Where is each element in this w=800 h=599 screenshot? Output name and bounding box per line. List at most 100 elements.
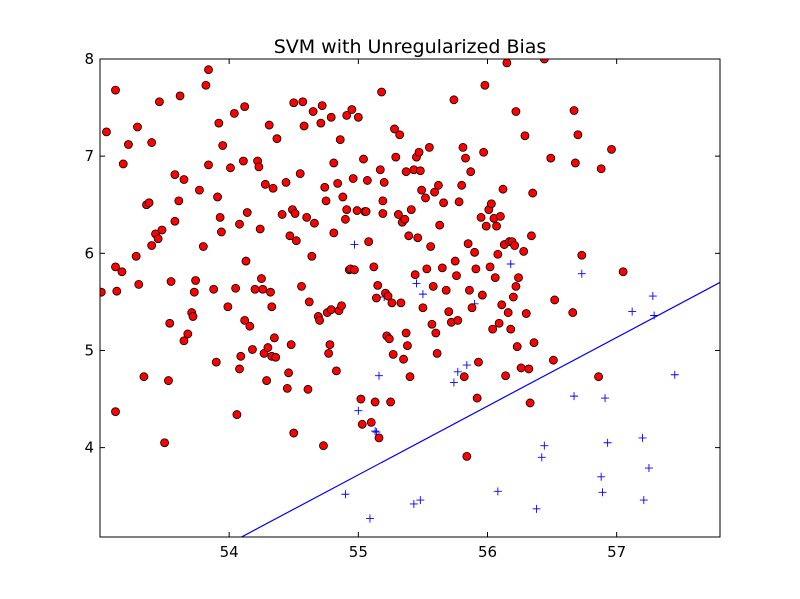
positive-point (189, 287, 199, 297)
negative-point (601, 394, 610, 403)
positive-point (263, 343, 273, 352)
positive-point (462, 451, 472, 461)
positive-point (175, 91, 185, 101)
negative-point (375, 371, 383, 380)
positive-point (524, 364, 534, 374)
positive-point (289, 98, 299, 108)
positive-point (325, 340, 335, 350)
positive-point (458, 143, 468, 152)
positive-point (118, 159, 128, 169)
positive-point (153, 234, 163, 244)
positive-point (369, 262, 379, 272)
positive-point (467, 303, 477, 313)
negative-point (409, 499, 418, 508)
negative-point (670, 370, 679, 379)
plot-area (100, 59, 720, 537)
positive-point (510, 241, 520, 250)
positive-point (298, 97, 308, 107)
positive-point (401, 328, 411, 338)
x-tick-label: 56 (478, 543, 497, 561)
positive-point (147, 241, 157, 250)
positive-point (232, 410, 242, 419)
negative-point (416, 496, 425, 505)
positive-point (474, 357, 483, 367)
positive-point (166, 277, 176, 286)
positive-point (213, 192, 222, 202)
positive-point (454, 197, 464, 207)
negative-point (597, 472, 606, 481)
positive-point (268, 183, 278, 193)
positive-point (410, 270, 420, 280)
positive-point (179, 336, 189, 346)
positive-point (174, 196, 184, 206)
positive-point (405, 372, 415, 382)
negative-point (493, 487, 502, 496)
positive-point (255, 224, 265, 234)
positive-point (434, 180, 443, 190)
negative-point (638, 433, 647, 442)
positive-point (201, 80, 211, 90)
positive-point (481, 221, 491, 231)
negative-point (570, 392, 579, 401)
positive-point (384, 334, 394, 344)
positive-point (393, 210, 403, 219)
y-tick-label: 6 (84, 244, 94, 262)
negative-point (628, 307, 637, 316)
negative-point (532, 504, 541, 513)
positive-point (450, 256, 460, 266)
positive-point (356, 394, 366, 404)
positive-point (426, 242, 436, 251)
positive-point (386, 397, 396, 407)
positive-point (479, 147, 489, 157)
positive-point (303, 384, 313, 394)
positive-point (437, 263, 447, 273)
positive-point (529, 338, 539, 348)
chart-title: SVM with Unregularized Bias (274, 36, 547, 58)
positive-point (350, 265, 359, 275)
positive-point (377, 87, 386, 97)
positive-point (435, 220, 445, 230)
positive-point (390, 124, 399, 134)
positive-point (550, 295, 560, 305)
positive-point (525, 398, 535, 408)
x-tick-label: 57 (607, 543, 626, 561)
positive-point (399, 354, 408, 364)
negative-point (354, 406, 363, 415)
positive-point (486, 199, 496, 209)
positive-point (378, 209, 388, 218)
positive-point (357, 419, 367, 429)
positive-point (459, 372, 469, 382)
positive-point (170, 170, 180, 180)
positive-point (498, 184, 508, 194)
positive-point (329, 158, 339, 168)
positive-point (511, 107, 521, 116)
decision-boundary-line (240, 281, 720, 537)
positive-point (240, 102, 250, 112)
positive-point (388, 349, 398, 359)
negative-point (412, 279, 421, 288)
positive-point (240, 315, 250, 325)
negative-point (453, 367, 462, 376)
positive-point (319, 441, 328, 451)
positive-point (493, 249, 503, 259)
negative-point (639, 496, 648, 505)
positive-point (374, 433, 384, 443)
positive-point (352, 206, 362, 215)
positive-point (378, 196, 388, 206)
positive-point (401, 167, 411, 177)
positive-point (226, 163, 235, 173)
positive-point (214, 118, 224, 128)
positive-point (347, 105, 357, 114)
positive-point (139, 372, 149, 382)
positive-point (439, 198, 448, 208)
positive-point (211, 357, 221, 367)
positive-point (527, 231, 536, 241)
positive-point (241, 256, 251, 266)
positive-point (403, 341, 412, 351)
positive-point (569, 106, 579, 115)
positive-point (618, 267, 628, 277)
positive-point (359, 154, 368, 164)
positive-point (512, 342, 522, 351)
positive-point (223, 302, 233, 312)
positive-point (383, 291, 393, 301)
